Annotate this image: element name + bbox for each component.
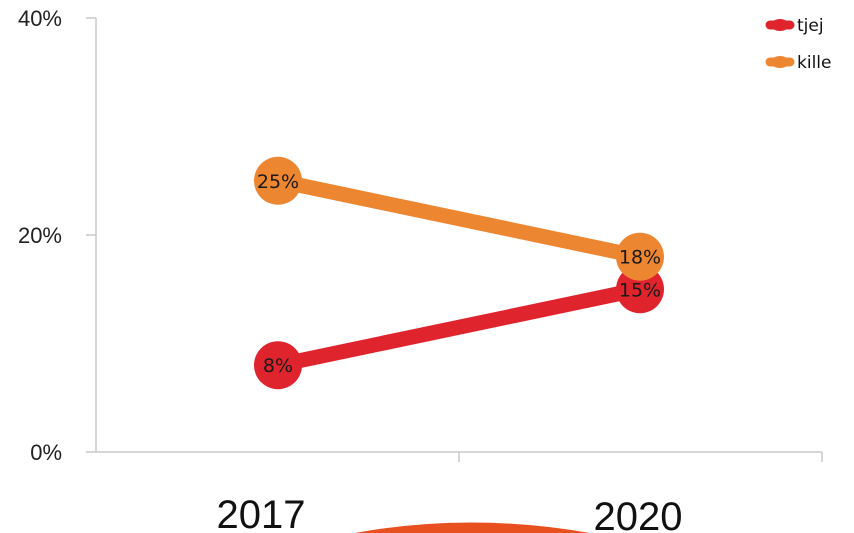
- data-label-kille-2020: 18%: [619, 247, 661, 269]
- data-label-tjej-2017: 8%: [263, 355, 293, 377]
- data-point-kille-2017: [254, 156, 302, 205]
- data-point-kille-2020: [616, 232, 664, 281]
- series-line-kille: [276, 173, 642, 265]
- x-axis: 2017 2020: [96, 451, 823, 533]
- legend-marker-tjej: [771, 19, 789, 31]
- y-axis: 0% 20% 40%: [18, 6, 97, 465]
- legend: tjej kille: [765, 16, 831, 73]
- data-label-kille-2017: 25%: [257, 171, 299, 193]
- y-tick-label-40: 40%: [18, 6, 62, 31]
- legend-label-tjej: tjej: [797, 16, 824, 36]
- data-point-tjej-2017: [254, 341, 302, 390]
- x-category-label-2017: 2017: [217, 493, 306, 533]
- x-category-label-2020: 2020: [594, 495, 683, 533]
- data-label-tjej-2020: 15%: [619, 279, 661, 301]
- legend-item-tjej: tjej: [765, 16, 824, 36]
- series-layer: 8% 15% 25% 18%: [254, 156, 664, 390]
- y-tick-label-20: 20%: [18, 223, 62, 248]
- series-line-tjej: [276, 281, 642, 373]
- legend-item-kille: kille: [765, 53, 831, 73]
- decorative-swoosh: [355, 522, 590, 533]
- legend-marker-kille: [771, 56, 789, 68]
- legend-label-kille: kille: [797, 53, 831, 73]
- y-tick-label-0: 0%: [30, 440, 62, 465]
